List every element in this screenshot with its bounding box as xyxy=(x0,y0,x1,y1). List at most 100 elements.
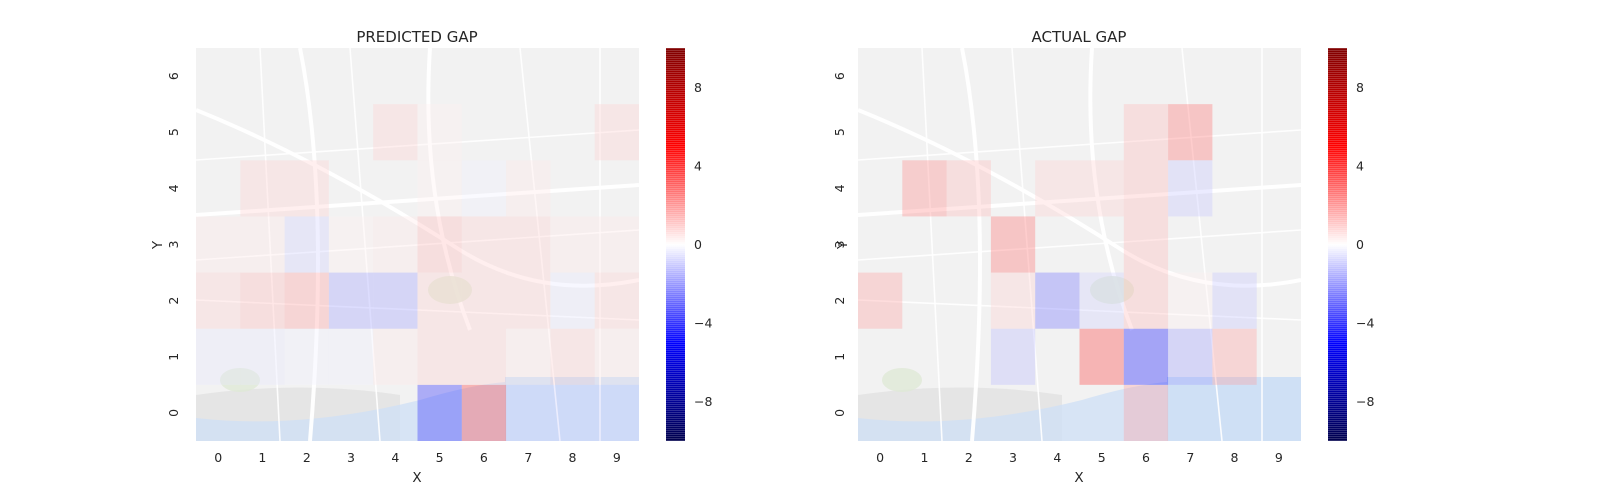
colorbar-tick-label: 0 xyxy=(1356,237,1364,252)
heatmap-cell xyxy=(373,272,418,329)
heatmap-cell xyxy=(550,216,595,273)
colorbar-tick-label: 8 xyxy=(694,80,702,95)
heatmap-cell xyxy=(1079,272,1124,329)
x-tick-label: 4 xyxy=(1053,450,1061,465)
heatmap-cell xyxy=(240,328,285,385)
heatmap-cell xyxy=(461,384,507,441)
y-tick-label: 0 xyxy=(832,409,847,417)
heatmap-cell xyxy=(902,160,947,217)
heatmap-cell xyxy=(990,328,1036,385)
heatmap-cell xyxy=(1212,328,1257,385)
heatmap-cell xyxy=(1123,384,1169,441)
heatmap-cell xyxy=(550,272,595,329)
heatmap-cell xyxy=(1123,104,1169,161)
x-tick-label: 5 xyxy=(1098,450,1106,465)
heatmap-cell xyxy=(506,272,551,329)
colorbar-tick-label: 4 xyxy=(1356,158,1364,173)
heatmap-cell xyxy=(417,104,462,161)
y-tick-label: 0 xyxy=(166,409,181,417)
heatmap-cell xyxy=(990,272,1036,329)
heatmap-cell xyxy=(417,160,462,217)
heatmap-cell xyxy=(373,328,418,385)
heatmap-cell xyxy=(594,216,639,273)
x-tick-label: 7 xyxy=(524,450,532,465)
heatmap-cell xyxy=(1168,328,1213,385)
x-tick-label: 6 xyxy=(1142,450,1150,465)
heatmap-cell xyxy=(1123,272,1169,329)
y-axis: 0 1 2 3 4 5 6 Y xyxy=(832,72,851,417)
y-tick-label: 2 xyxy=(166,297,181,305)
x-tick-label: 2 xyxy=(965,450,973,465)
heatmap-cell xyxy=(506,216,551,273)
y-axis-label: Y xyxy=(835,240,851,250)
heatmap-cell xyxy=(373,216,418,273)
y-tick-label: 1 xyxy=(166,353,181,361)
heatmap-cell xyxy=(858,272,903,329)
heatmap-cell xyxy=(1123,328,1169,385)
heatmap-cell xyxy=(461,216,507,273)
heatmap-cell xyxy=(328,216,374,273)
y-tick-label: 5 xyxy=(166,128,181,136)
heatmap-cell xyxy=(196,328,241,385)
y-axis: 0 1 2 3 4 5 6 Y xyxy=(150,72,181,417)
y-tick-label: 6 xyxy=(832,72,847,80)
heatmap-cell xyxy=(240,160,285,217)
heatmap-cell xyxy=(328,328,374,385)
x-tick-label: 0 xyxy=(876,450,884,465)
heatmap-cell xyxy=(1079,160,1124,217)
heatmap-cell xyxy=(461,328,507,385)
x-tick-label: 6 xyxy=(480,450,488,465)
x-tick-label: 0 xyxy=(214,450,222,465)
colorbar: 8 4 0 −4 −8 xyxy=(1328,48,1374,441)
heatmap-cell xyxy=(1168,272,1213,329)
colorbar-tick-label: 8 xyxy=(1356,80,1364,95)
heatmap-cell xyxy=(417,328,462,385)
colorbar-tick-label: 0 xyxy=(694,237,702,252)
heatmap-cell xyxy=(417,272,462,329)
heatmap-cell xyxy=(373,104,418,161)
colorbar-tick-label: 4 xyxy=(694,158,702,173)
y-tick-label: 3 xyxy=(832,241,847,249)
x-tick-label: 8 xyxy=(569,450,577,465)
heatmap-cells xyxy=(196,104,639,441)
map-background xyxy=(858,48,1301,441)
heatmap-cell xyxy=(1035,272,1080,329)
heatmap-cell xyxy=(284,272,329,329)
colorbar-tick-label: −8 xyxy=(1356,394,1374,409)
x-tick-label: 2 xyxy=(303,450,311,465)
x-tick-label: 7 xyxy=(1186,450,1194,465)
heatmap-cell xyxy=(594,384,639,441)
chart-title: ACTUAL GAP xyxy=(1032,28,1127,46)
y-tick-label: 5 xyxy=(832,128,847,136)
heatmap-cell xyxy=(1035,160,1080,217)
y-tick-label: 3 xyxy=(166,241,181,249)
y-tick-label: 4 xyxy=(166,184,181,192)
heatmap-cell xyxy=(284,328,329,385)
heatmap-cell xyxy=(946,160,991,217)
colorbar: 8 4 0 −4 −8 xyxy=(666,48,712,441)
x-tick-label: 3 xyxy=(347,450,355,465)
heatmap-cell xyxy=(550,384,595,441)
heatmap-cell xyxy=(328,272,374,329)
x-tick-label: 1 xyxy=(258,450,266,465)
x-axis-label: X xyxy=(1074,470,1083,486)
y-axis-label: Y xyxy=(150,240,166,250)
heatmap-cell xyxy=(506,160,551,217)
heatmap-panel-actual: ACTUAL GAP 0 1 2 3 4 5 6 7 8 9 X 0 1 2 3 4 5 6 xyxy=(832,28,1374,486)
heatmap-cell xyxy=(1168,160,1213,217)
heatmap-cell xyxy=(461,160,507,217)
colorbar-tick-label: −4 xyxy=(1356,316,1374,331)
x-tick-label: 4 xyxy=(391,450,399,465)
heatmap-cell xyxy=(1212,272,1257,329)
x-tick-label: 9 xyxy=(613,450,621,465)
heatmap-cell xyxy=(196,272,241,329)
chart-title: PREDICTED GAP xyxy=(356,28,477,46)
x-tick-label: 5 xyxy=(436,450,444,465)
x-tick-label: 1 xyxy=(921,450,929,465)
x-axis: 0 1 2 3 4 5 6 7 8 9 X xyxy=(214,450,621,486)
heatmap-cell xyxy=(1079,328,1124,385)
map-background xyxy=(196,48,639,441)
heatmap-cell xyxy=(594,272,639,329)
x-tick-label: 3 xyxy=(1009,450,1017,465)
